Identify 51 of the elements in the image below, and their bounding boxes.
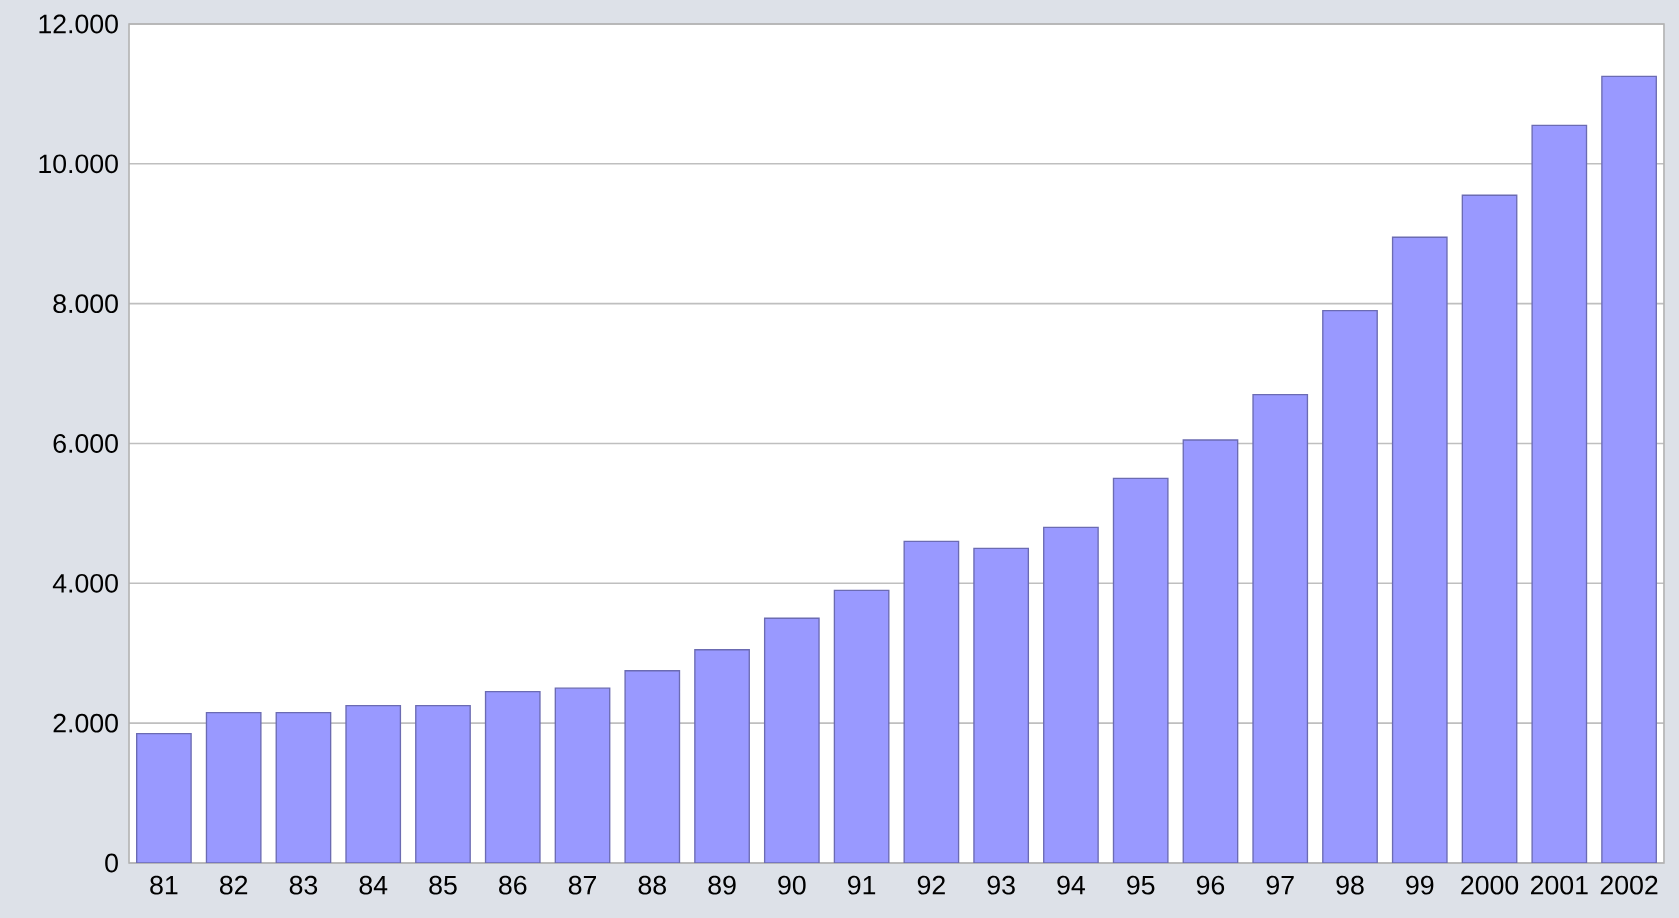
x-tick-label: 82	[219, 875, 248, 895]
x-tick-label: 81	[150, 875, 178, 895]
x-tick-label: 98	[1336, 875, 1364, 895]
x-tick-label: 99	[1406, 875, 1434, 895]
x-tick-label: 84	[359, 875, 388, 895]
bar	[834, 590, 889, 863]
y-tick-label: 4.000	[52, 573, 118, 593]
bar	[346, 705, 401, 863]
bar	[555, 688, 610, 863]
bar	[276, 712, 331, 863]
x-tick-label: 89	[708, 875, 736, 895]
x-tick-label: 90	[778, 875, 806, 895]
x-tick-label: 94	[1057, 875, 1085, 895]
y-tick-label: 2.000	[53, 713, 118, 733]
y-tick-label: 8.000	[53, 294, 118, 314]
y-tick-label: 6.000	[53, 434, 118, 453]
bar	[1462, 195, 1517, 863]
bar	[1113, 478, 1168, 863]
bar	[206, 712, 261, 863]
bar	[764, 618, 820, 863]
y-tick-label: 0	[105, 853, 118, 873]
bar	[625, 670, 680, 863]
y-tick-label: 12.000	[39, 14, 118, 34]
y-tick-label: 10.000	[39, 154, 118, 174]
bar	[415, 705, 471, 863]
x-tick-label: 2000	[1461, 875, 1519, 895]
bar	[485, 691, 540, 863]
bar	[136, 733, 192, 863]
x-tick-label: 95	[1127, 875, 1155, 895]
bar	[694, 649, 750, 863]
x-tick-label: 83	[289, 875, 318, 895]
bar	[904, 541, 959, 863]
bar	[1601, 75, 1657, 863]
x-tick-label: 93	[987, 875, 1015, 895]
x-tick-label: 97	[1266, 875, 1294, 895]
x-tick-label: 2002	[1600, 875, 1658, 895]
x-tick-label: 86	[499, 875, 527, 895]
bar	[1532, 125, 1587, 863]
x-tick-label: 2001	[1530, 875, 1588, 895]
bar	[1183, 439, 1238, 863]
x-tick-label: 91	[848, 875, 876, 895]
bar	[1043, 527, 1099, 863]
x-tick-label: 96	[1196, 875, 1225, 895]
bar	[1253, 394, 1308, 863]
x-tick-label: 92	[917, 875, 945, 895]
x-tick-label: 85	[429, 875, 457, 895]
bar	[973, 548, 1029, 863]
x-tick-label: 88	[638, 875, 666, 895]
bar	[1322, 310, 1378, 863]
bar	[1392, 237, 1447, 863]
x-tick-label: 87	[568, 875, 597, 895]
